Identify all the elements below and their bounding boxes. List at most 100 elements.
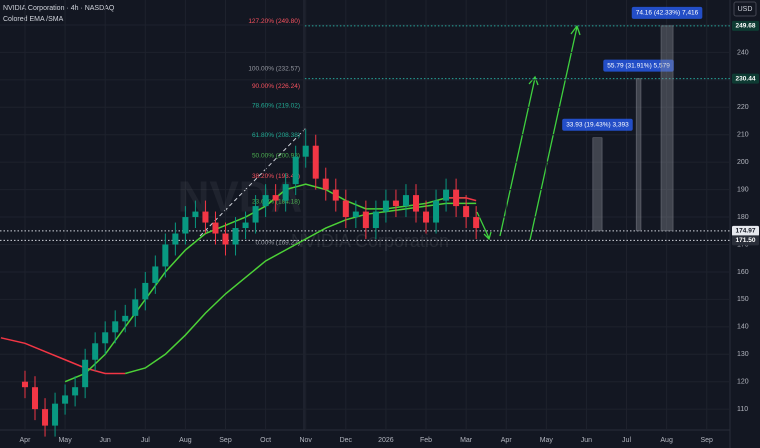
price-badge-label: 174.97 — [736, 228, 756, 235]
candle-body — [212, 222, 219, 234]
y-tick-label: 210 — [737, 132, 749, 139]
candle-body — [32, 387, 39, 410]
price-badge — [732, 225, 759, 236]
candle-body — [132, 299, 139, 316]
x-tick-label: Mar — [460, 437, 473, 444]
x-tick-label: Sep — [701, 437, 714, 444]
y-tick-label: 160 — [737, 269, 749, 276]
candle-body — [52, 403, 59, 426]
candle-body — [152, 266, 159, 283]
price-badge-label: 249.68 — [736, 23, 756, 30]
candle-body — [232, 228, 239, 245]
candle-body — [202, 211, 209, 223]
candle-body — [302, 145, 309, 157]
candle-body — [463, 206, 470, 218]
fib-label: 127.20% (249.80) — [248, 18, 300, 25]
candle-body — [453, 189, 460, 207]
x-tick-label: Nov — [299, 437, 312, 444]
x-tick-label: Jul — [622, 437, 631, 444]
candle-body — [162, 244, 169, 267]
y-tick-label: 140 — [737, 324, 749, 331]
x-tick-label: Jun — [581, 437, 592, 444]
price-badge — [732, 73, 759, 84]
fib-label: 50.00% (200.93) — [252, 152, 300, 159]
candle-body — [332, 189, 339, 201]
candle-body — [92, 343, 99, 360]
fib-label: 61.80% (208.38) — [252, 132, 300, 139]
projection-badge — [603, 59, 674, 72]
chart-title: NVIDIA Corporation · 4h · NASDAQ — [3, 5, 115, 12]
candle-body — [102, 332, 109, 344]
projection-label: 74.16 (42.33%) 7,416 — [636, 10, 699, 17]
projection-label: 55.79 (31.91%) 5,579 — [607, 62, 670, 69]
candle-body — [412, 195, 419, 212]
fib-label: 90.00% (226.24) — [252, 83, 300, 90]
fib-label: 0.00% (169.23) — [256, 239, 300, 246]
candle-body — [72, 387, 79, 396]
candle-body — [142, 282, 149, 300]
candle-body — [362, 211, 369, 229]
candle-body — [282, 184, 289, 201]
price-badge-label: 230.44 — [736, 75, 756, 82]
y-tick-label: 130 — [737, 351, 749, 358]
y-tick-label: 110 — [737, 406, 748, 413]
watermark: NVIDIA Corporation — [291, 231, 449, 251]
candle-body — [382, 200, 389, 212]
candle-body — [372, 211, 379, 229]
x-tick-label: Apr — [20, 437, 32, 444]
currency: USD — [738, 6, 753, 13]
x-tick-label: Dec — [340, 437, 353, 444]
candle-body — [272, 195, 279, 201]
arrow — [476, 211, 492, 241]
candle-body — [312, 145, 319, 179]
y-tick-label: 180 — [737, 214, 749, 221]
x-tick-label: Jul — [141, 437, 150, 444]
candle-body — [172, 233, 179, 245]
y-tick-label: 190 — [737, 186, 749, 193]
fib-label: 100.00% (232.57) — [248, 66, 300, 73]
x-tick-label: Aug — [660, 437, 673, 444]
projection-badge — [562, 118, 633, 131]
candle-body — [392, 200, 399, 207]
fib-trend-line — [199, 127, 307, 237]
x-tick-label: Jun — [100, 437, 111, 444]
candle-body — [342, 200, 349, 218]
candle-body — [352, 211, 359, 218]
indicator-name: Colored EMA /SMA — [3, 16, 64, 23]
watermark-symbol: NVDA — [178, 173, 303, 222]
x-tick-label: May — [58, 437, 72, 444]
candle-body — [42, 409, 49, 426]
projection-label: 33.93 (19.43%) 3,393 — [566, 121, 629, 128]
candle-body — [192, 211, 199, 218]
currency-badge — [733, 1, 757, 17]
candle-body — [433, 200, 440, 223]
y-tick-label: 200 — [737, 159, 749, 166]
candle-body — [292, 156, 299, 185]
price-badge — [732, 235, 759, 246]
x-tick-label: Feb — [420, 437, 432, 444]
candle-body — [82, 359, 89, 388]
candle-body — [122, 315, 129, 322]
projection-badge — [631, 6, 703, 19]
moving-average-line — [0, 337, 126, 375]
fib-label: 78.60% (219.02) — [252, 103, 300, 110]
projection-box — [660, 25, 674, 232]
y-tick-label: 150 — [737, 296, 749, 303]
candle-body — [473, 217, 480, 229]
projection-box — [592, 137, 603, 232]
arrow — [529, 24, 581, 241]
candle-body — [402, 195, 409, 207]
x-tick-label: Apr — [501, 437, 513, 444]
projection-box — [635, 78, 642, 232]
candle-body — [322, 178, 329, 190]
candle-body — [222, 233, 229, 245]
candle-body — [423, 211, 430, 223]
candle-body — [443, 189, 450, 201]
y-tick-label: 240 — [737, 49, 749, 56]
candle-body — [252, 206, 259, 223]
x-tick-label: 2026 — [378, 437, 394, 444]
x-tick-label: May — [540, 437, 554, 444]
candle-body — [182, 217, 189, 234]
